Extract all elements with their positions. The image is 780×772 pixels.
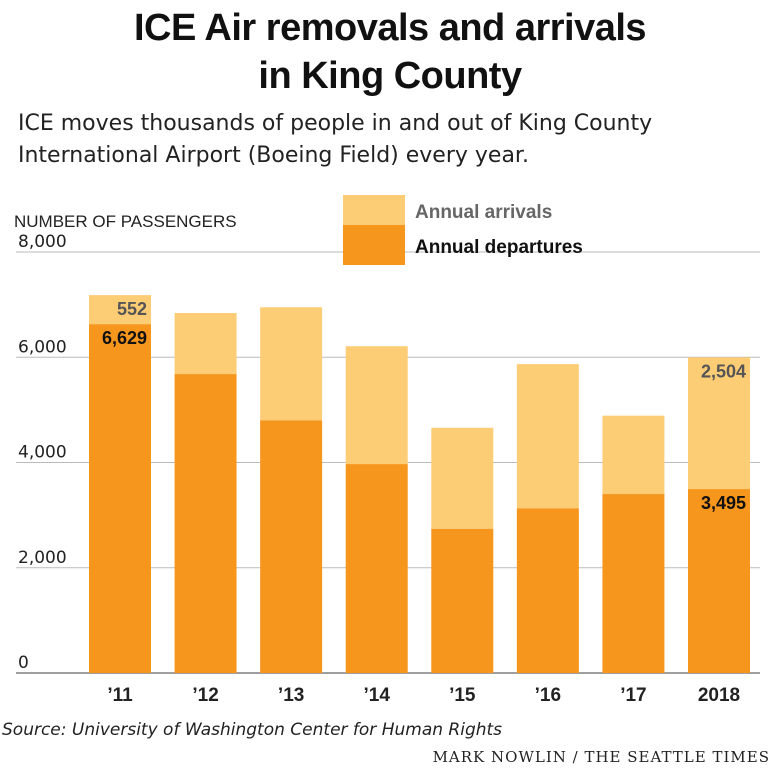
y-tick-label: 2,000 [18,548,67,568]
bar-departures [431,528,494,673]
y-tick-label: 8,000 [18,232,67,252]
bar-departures [516,508,579,673]
bar-arrivals [345,346,408,465]
data-label-departures: 3,495 [701,493,746,513]
chart-title-line-2: in King County [258,55,522,97]
y-tick-label: 0 [18,653,29,673]
x-tick-label: ’16 [535,685,561,706]
bar-arrivals [688,357,750,490]
bar-departures [688,489,750,673]
chart-subtitle-line-1: ICE moves thousands of people in and out… [18,111,653,136]
credit-line: MARK NOWLIN / THE SEATTLE TIMES [432,748,770,766]
data-label-arrivals: 2,504 [701,361,746,381]
data-label-departures: 6,629 [102,328,147,348]
legend-swatch-arrivals [343,195,405,225]
data-label-arrivals: 552 [117,299,147,319]
x-tick-label: ’14 [364,685,391,706]
bar-departures [345,464,408,673]
x-tick-label: ’15 [449,685,476,706]
bar-arrivals [174,313,237,375]
bar-arrivals [431,427,494,529]
y-tick-label: 4,000 [18,443,67,463]
bar-departures [174,374,237,673]
bar-arrivals [602,415,665,495]
x-tick-label: ’13 [278,685,304,706]
chart-title: ICE Air removals and arrivals in King Co… [0,4,780,100]
bar-arrivals [260,307,323,421]
source-note: Source: University of Washington Center … [2,720,503,740]
y-axis-label: NUMBER OF PASSENGERS [14,212,237,231]
legend-swatch-departures [343,225,405,265]
chart-title-line-1: ICE Air removals and arrivals [133,7,647,49]
bar-departures [260,420,323,673]
legend-label-arrivals: Annual arrivals [415,202,552,223]
x-tick-label: ’11 [107,685,133,706]
x-tick-label: 2018 [698,685,740,706]
x-tick-label: ’12 [192,685,218,706]
bar-departures [89,324,151,673]
chart-subtitle: ICE moves thousands of people in and out… [18,108,768,172]
y-tick-label: 6,000 [18,337,67,357]
bar-arrivals [89,295,151,325]
x-tick-label: ’17 [620,685,646,706]
legend-label-departures: Annual departures [415,237,583,258]
bar-departures [602,494,665,673]
chart-subtitle-line-2: International Airport (Boeing Field) eve… [18,143,529,168]
bar-arrivals [516,364,579,509]
